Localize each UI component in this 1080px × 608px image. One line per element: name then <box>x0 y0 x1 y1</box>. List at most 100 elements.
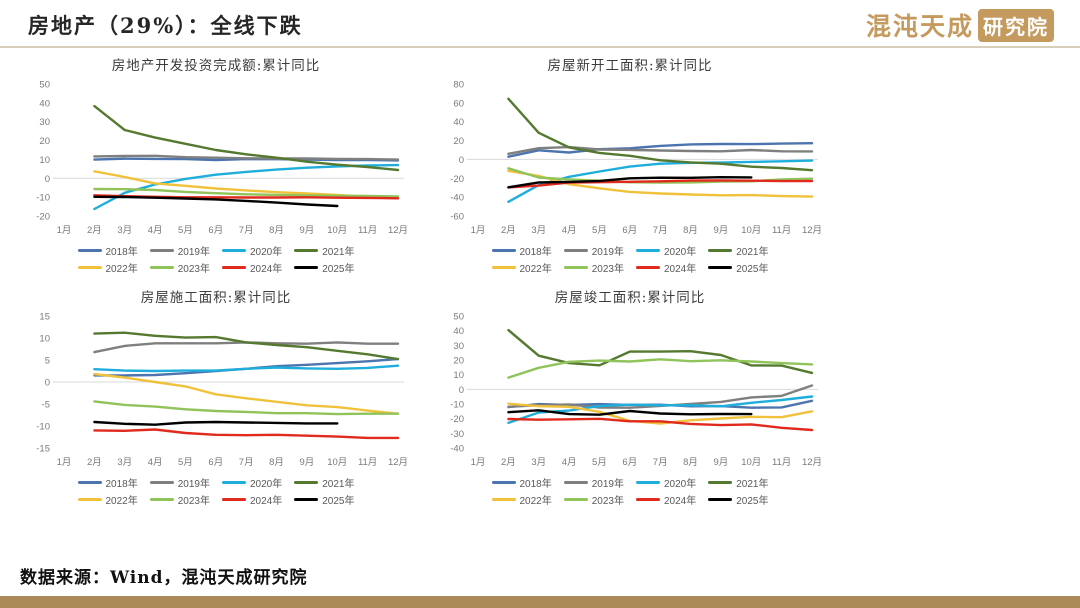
chart-panel-completed-area: 房屋竣工面积:累计同比 50 40 30 20 10 0 -10 -20 -30 -40 1月 2月 3… <box>434 288 826 508</box>
svg-text:8月: 8月 <box>683 457 698 468</box>
legend-label: 2022年 <box>105 496 138 507</box>
legend-swatch <box>77 249 102 252</box>
svg-text:2月: 2月 <box>501 225 516 236</box>
legend-label: 2018年 <box>105 247 138 258</box>
svg-text:-10: -10 <box>36 193 50 204</box>
svg-text:3月: 3月 <box>117 225 132 236</box>
legend-item-2022年: 2022年 <box>491 492 552 507</box>
legend-swatch <box>222 266 246 269</box>
legend-item-2018年: 2018年 <box>491 243 552 258</box>
legend-swatch <box>77 481 102 484</box>
legend-label: 2024年 <box>250 264 283 275</box>
svg-text:10月: 10月 <box>327 225 347 236</box>
legend-label: 2023年 <box>591 264 624 275</box>
legend-swatch <box>708 481 733 484</box>
legend-item-2018年: 2018年 <box>77 243 138 258</box>
legend-item-2025年: 2025年 <box>708 492 769 507</box>
legend-item-2025年: 2025年 <box>708 260 769 275</box>
page-title: 房地产（29%）：全线下跌 <box>28 13 303 38</box>
svg-text:10: 10 <box>39 334 50 345</box>
legend-item-2021年: 2021年 <box>294 475 355 490</box>
legend-item-2021年: 2021年 <box>294 243 355 258</box>
chart-title: 房屋施工面积:累计同比 <box>140 290 292 306</box>
svg-text:-30: -30 <box>450 429 464 440</box>
legend-item-2022年: 2022年 <box>491 260 552 275</box>
svg-text:2月: 2月 <box>501 457 516 468</box>
legend-label: 2024年 <box>664 496 697 507</box>
legend-item-2021年: 2021年 <box>708 243 769 258</box>
legend-swatch <box>77 266 102 269</box>
svg-text:0: 0 <box>45 378 50 389</box>
legend-swatch <box>222 481 246 484</box>
svg-text:0: 0 <box>459 385 464 396</box>
chart-legend: 2018年 2019年 2020年 2021年 2022年 2023年 2024年 2025年 <box>51 242 381 276</box>
legend-item-2019年: 2019年 <box>563 243 624 258</box>
legend-swatch <box>491 249 516 252</box>
svg-text:20: 20 <box>453 136 464 147</box>
legend-swatch <box>563 498 588 501</box>
svg-text:3月: 3月 <box>531 225 546 236</box>
legend-label: 2019年 <box>177 247 210 258</box>
legend-item-2025年: 2025年 <box>294 492 355 507</box>
svg-text:6月: 6月 <box>208 457 223 468</box>
legend-label: 2018年 <box>519 479 552 490</box>
svg-text:9月: 9月 <box>714 457 729 468</box>
legend-swatch <box>636 249 660 252</box>
logo-badge: 研究院 <box>978 8 1054 42</box>
legend-label: 2024年 <box>250 496 283 507</box>
svg-text:9月: 9月 <box>714 225 729 236</box>
svg-text:6月: 6月 <box>208 225 223 236</box>
line-chart-completed-area: 50 40 30 20 10 0 -10 -20 -30 -40 1月 2月 3月 4月 5月 6月 7月 8月 9… <box>450 312 822 469</box>
legend-item-2024年: 2024年 <box>636 260 696 275</box>
legend-item-2025年: 2025年 <box>294 260 355 275</box>
legend-item-2020年: 2020年 <box>222 243 282 258</box>
legend-swatch <box>149 481 174 484</box>
svg-text:5月: 5月 <box>178 457 193 468</box>
legend-swatch <box>222 498 246 501</box>
chart-legend: 2018年 2019年 2020年 2021年 2022年 2023年 2024年 2025年 <box>465 474 795 508</box>
legend-label: 2022年 <box>519 496 552 507</box>
svg-text:7月: 7月 <box>239 457 254 468</box>
legend-swatch <box>636 498 660 501</box>
legend-swatch <box>491 481 516 484</box>
svg-text:40: 40 <box>39 98 50 109</box>
legend-label: 2019年 <box>591 247 624 258</box>
svg-text:12月: 12月 <box>388 457 408 468</box>
legend-item-2024年: 2024年 <box>636 492 696 507</box>
legend-label: 2024年 <box>664 264 697 275</box>
chart-title: 房屋新开工面积:累计同比 <box>547 58 713 74</box>
svg-text:5: 5 <box>45 356 50 367</box>
legend-label: 2025年 <box>322 264 355 275</box>
svg-text:15: 15 <box>39 312 50 323</box>
legend-label: 2018年 <box>519 247 552 258</box>
svg-text:30: 30 <box>39 117 50 128</box>
legend-swatch <box>491 498 516 501</box>
svg-text:4月: 4月 <box>562 225 577 236</box>
svg-text:20: 20 <box>39 136 50 147</box>
legend-item-2023年: 2023年 <box>563 260 624 275</box>
chart-title: 房屋竣工面积:累计同比 <box>554 290 706 306</box>
legend-label: 2021年 <box>322 479 355 490</box>
legend-swatch <box>149 249 174 252</box>
legend-swatch <box>294 498 319 501</box>
legend-swatch <box>222 249 246 252</box>
legend-swatch <box>294 249 319 252</box>
svg-text:-40: -40 <box>450 193 464 204</box>
legend-item-2023年: 2023年 <box>149 492 210 507</box>
legend-item-2019年: 2019年 <box>149 475 210 490</box>
svg-text:11月: 11月 <box>772 457 791 468</box>
svg-text:6月: 6月 <box>622 225 637 236</box>
svg-text:11月: 11月 <box>358 225 377 236</box>
bottom-accent-bar <box>0 596 1080 608</box>
legend-item-2022年: 2022年 <box>77 492 138 507</box>
logo-text: 混沌天成 <box>865 12 974 41</box>
svg-text:-20: -20 <box>450 414 464 425</box>
svg-text:8月: 8月 <box>269 457 284 468</box>
source-note: 数据来源：Wind，混沌天成研究院 <box>20 568 308 588</box>
svg-text:2月: 2月 <box>87 457 102 468</box>
legend-item-2020年: 2020年 <box>222 475 282 490</box>
svg-text:40: 40 <box>453 326 464 337</box>
svg-text:10月: 10月 <box>327 457 347 468</box>
legend-label: 2020年 <box>664 479 697 490</box>
legend-label: 2018年 <box>105 479 138 490</box>
